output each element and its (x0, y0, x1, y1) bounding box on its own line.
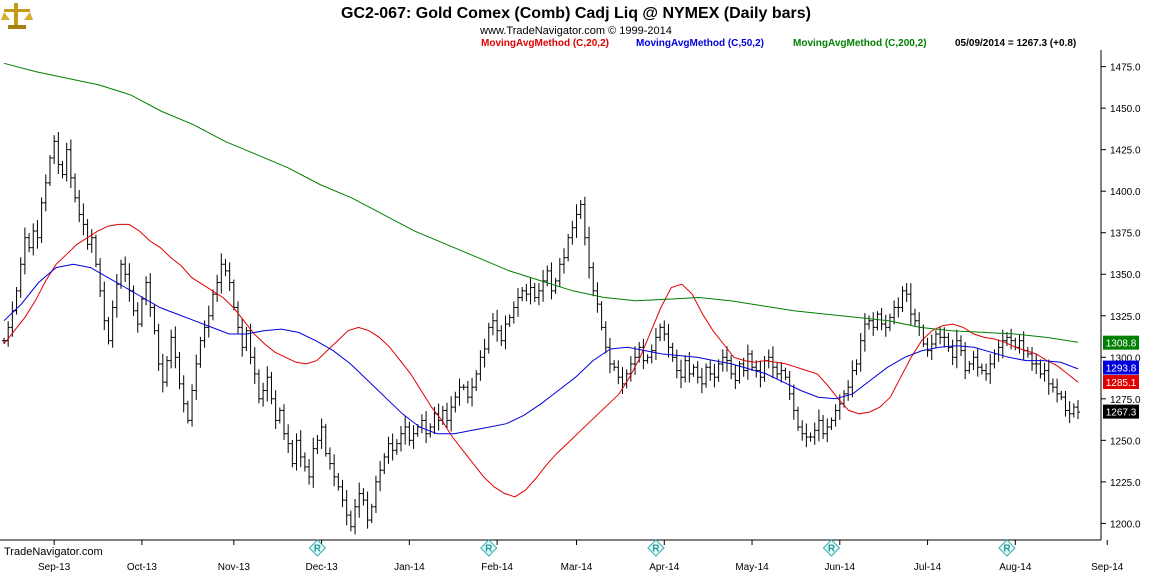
price-tag-label: 1267.3 (1106, 408, 1137, 419)
y-tick-label: 1250.0 (1110, 436, 1141, 447)
x-tick-label: Jun-14 (825, 562, 856, 573)
x-tick-label: Mar-14 (561, 562, 593, 573)
legend-ma20: MovingAvgMethod (C,20,2) (481, 38, 609, 49)
y-axis: 1475.0 1450.0 1425.0 1400.0 1375.0 1350.0 1325… (1101, 63, 1141, 530)
x-tick-label: Sep-14 (1091, 562, 1124, 573)
price-tag-box (1103, 404, 1139, 419)
x-tick-label: Feb-14 (481, 562, 513, 573)
y-tick-label: 1375.0 (1110, 229, 1141, 240)
gold-scale-icon (1, 3, 33, 29)
price-tag-label: 1285.1 (1106, 378, 1137, 389)
x-tick-label: Nov-13 (218, 562, 251, 573)
price-tag-box (1103, 375, 1139, 390)
r-marker-letter: R (485, 544, 493, 555)
price-bars (2, 131, 1080, 535)
y-tick-label: 1325.0 (1110, 312, 1141, 323)
x-tick-label: Aug-14 (999, 562, 1032, 573)
y-tick-label: 1275.0 (1110, 395, 1141, 406)
moving-average-lines (3, 62, 1079, 498)
r-marker-letter: R (1003, 544, 1011, 555)
x-tick-label: May-14 (735, 562, 769, 573)
y-tick-label: 1450.0 (1110, 104, 1141, 115)
ma-line-1 (3, 223, 1079, 498)
r-diamond-icon (308, 539, 327, 557)
price-tags: 1308.8 1293.8 1285.1 1267.3 (1103, 335, 1139, 419)
legend-ma200: MovingAvgMethod (C,200,2) (793, 38, 927, 49)
y-tick-label: 1475.0 (1110, 63, 1141, 74)
price-tag-box (1103, 335, 1139, 350)
r-diamond-icon (647, 539, 665, 557)
last-price-info: 05/09/2014 = 1267.3 (+0.8) (955, 38, 1076, 49)
r-diamond-icon (822, 539, 841, 557)
r-diamond-icon (480, 539, 498, 557)
x-tick-label: Oct-13 (127, 562, 157, 573)
price-tag-label: 1293.8 (1106, 364, 1137, 375)
x-tick-label: Sep-13 (38, 562, 71, 573)
ma-line-3 (3, 62, 1079, 343)
r-marker-letter: R (314, 544, 322, 555)
x-tick-label: Jul-14 (914, 562, 942, 573)
r-marker-letter: R (828, 544, 836, 555)
price-tag-box (1103, 360, 1139, 375)
y-tick-label: 1425.0 (1110, 146, 1141, 157)
ma-line-2 (3, 263, 1079, 435)
x-tick-label: Dec-13 (305, 562, 338, 573)
r-diamond-icon (998, 539, 1016, 557)
brand-label: TradeNavigator.com (4, 546, 103, 558)
y-tick-label: 1400.0 (1110, 187, 1141, 198)
x-tick-label: Jan-14 (394, 562, 425, 573)
price-tag-label: 1308.8 (1106, 339, 1137, 350)
x-tick-label: Apr-14 (649, 562, 679, 573)
y-tick-label: 1225.0 (1110, 478, 1141, 489)
copyright-text: www.TradeNavigator.com © 1999-2014 (479, 25, 672, 37)
legend-ma50: MovingAvgMethod (C,50,2) (636, 38, 764, 49)
y-tick-label: 1200.0 (1110, 519, 1141, 530)
r-marker-letter: R (652, 544, 660, 555)
chart-title: GC2-067: Gold Comex (Comb) Cadj Liq @ NY… (341, 5, 811, 22)
y-tick-label: 1350.0 (1110, 270, 1141, 281)
y-tick-label: 1300.0 (1110, 353, 1141, 364)
x-axis: Sep-13 Oct-13 Nov-13 Dec-13 Jan-14 Feb-14 Mar-… (38, 540, 1124, 573)
